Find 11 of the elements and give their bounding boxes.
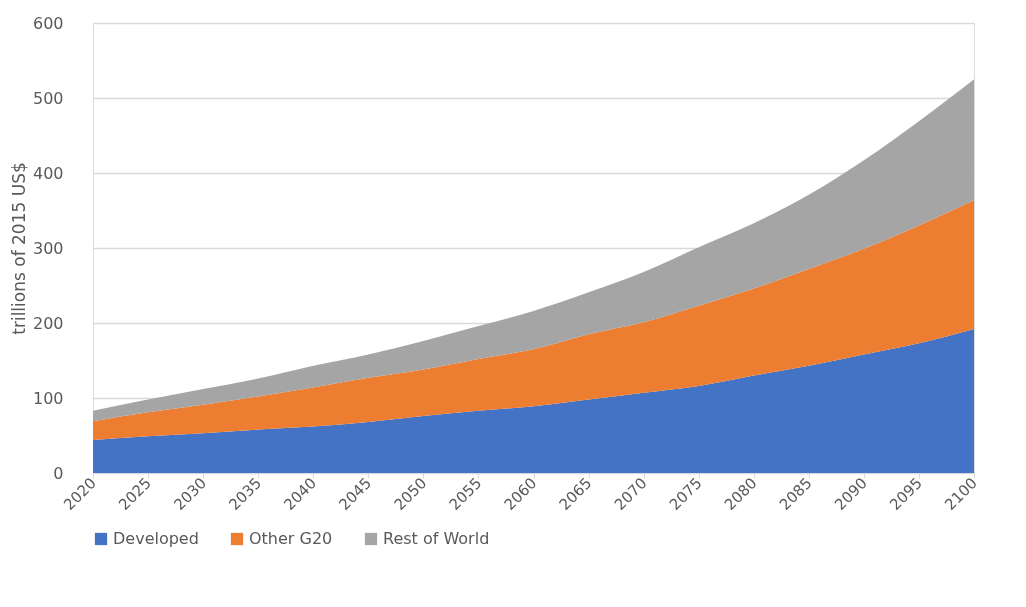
y-tick-label: 300 [32, 238, 64, 258]
y-tick-label: 600 [32, 13, 64, 33]
y-axis-title: trillions of 2015 US$ [8, 162, 29, 335]
y-tick-label: 200 [32, 313, 64, 333]
y-tick-label: 400 [32, 163, 64, 183]
y-tick-label: 100 [32, 388, 64, 408]
legend-label: Other G20 [249, 529, 333, 548]
legend-label: Rest of World [383, 529, 490, 548]
y-tick-label: 500 [32, 88, 64, 108]
y-tick-label: 0 [53, 463, 64, 483]
legend-label: Developed [113, 529, 199, 548]
